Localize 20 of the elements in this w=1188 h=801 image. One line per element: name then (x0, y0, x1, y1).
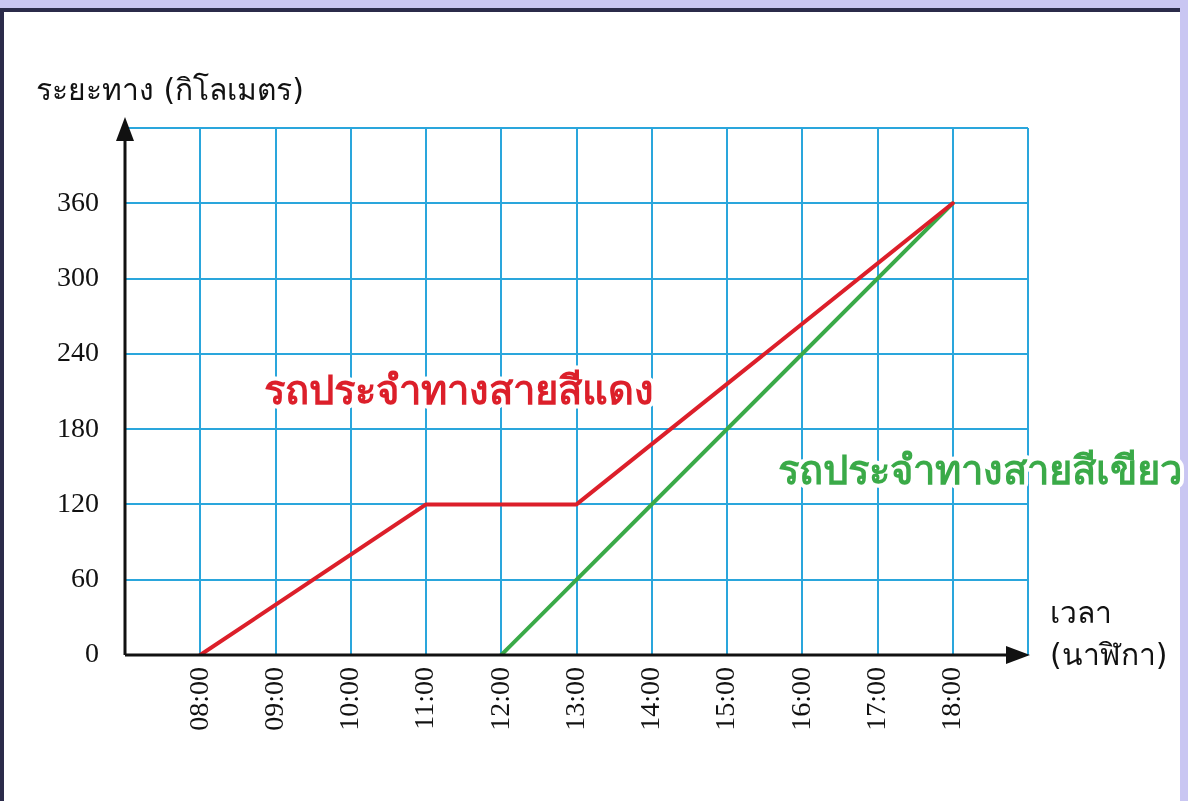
x-tick-label: 17:00 (859, 667, 891, 731)
y-tick-label: 300 (57, 260, 99, 292)
y-tick-label: 0 (85, 637, 99, 669)
x-tick-label: 12:00 (483, 667, 515, 731)
x-tick-label: 08:00 (182, 667, 214, 731)
y-tick-label: 360 (57, 185, 99, 217)
x-axis-title: เวลา (นาฬิกา) (1050, 595, 1168, 672)
x-tick-label: 18:00 (935, 667, 967, 731)
x-tick-label: 14:00 (634, 667, 666, 731)
x-tick-label: 09:00 (257, 667, 289, 731)
y-axis-title: ระยะทาง (กิโลเมตร) (36, 72, 304, 107)
x-tick-label: 13:00 (558, 667, 590, 731)
x-tick-label: 11:00 (408, 667, 440, 730)
y-tick-label: 120 (57, 486, 99, 518)
x-tick-label: 15:00 (709, 667, 741, 731)
y-tick-label: 180 (57, 411, 99, 443)
x-tick-label: 10:00 (333, 667, 365, 731)
y-tick-label: 240 (57, 336, 99, 368)
x-tick-label: 16:00 (784, 667, 816, 731)
y-tick-label: 60 (71, 562, 99, 594)
